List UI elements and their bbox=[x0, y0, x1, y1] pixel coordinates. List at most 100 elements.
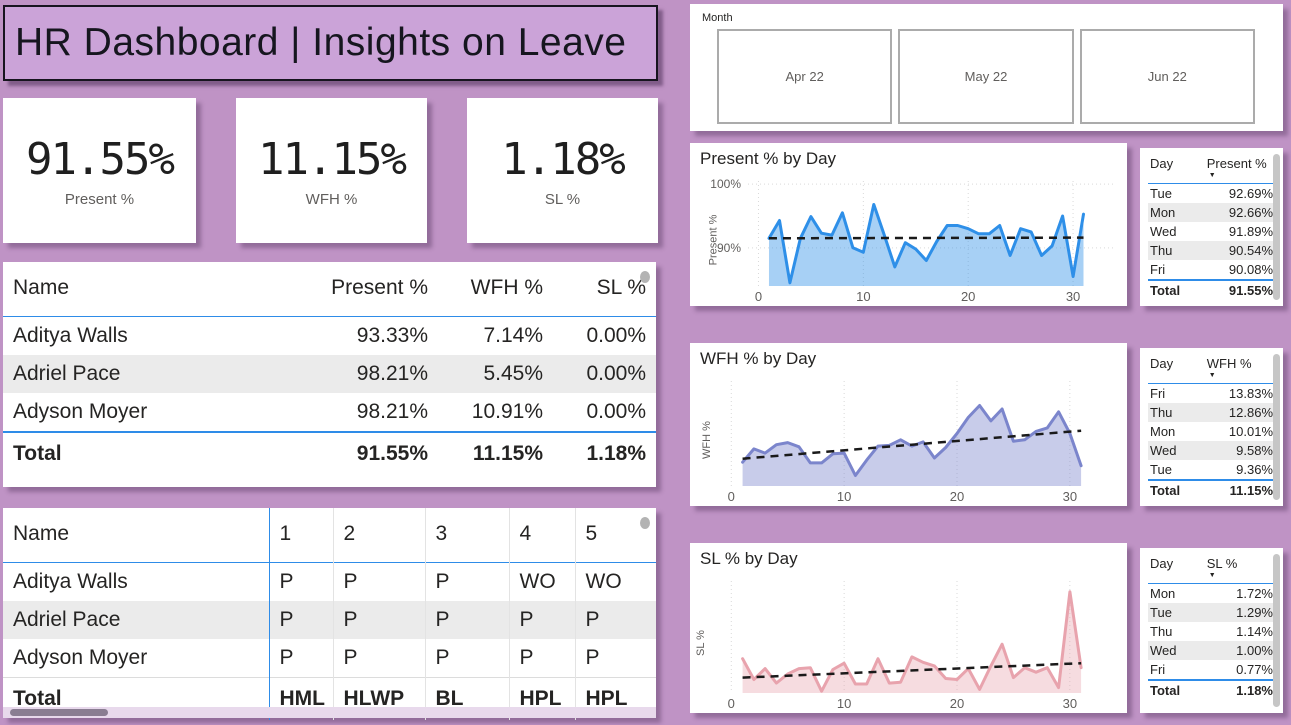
table-cell: 1.18% bbox=[1236, 683, 1273, 698]
table-row[interactable]: Adriel Pace 98.21% 5.45% 0.00% bbox=[3, 355, 656, 393]
table-header-row: Day Present % ▼ bbox=[1148, 154, 1277, 184]
column-header-name[interactable]: Name bbox=[13, 276, 70, 299]
table-row[interactable]: Wed 91.89% bbox=[1148, 222, 1277, 241]
table-cell: Total bbox=[1150, 283, 1181, 298]
metric-label: WFH % bbox=[1206, 356, 1252, 371]
wfh-by-day-chart-panel: WFH % by Day WFH % 0 10 20 30 bbox=[690, 343, 1127, 506]
column-header-metric[interactable]: SL % ▼ bbox=[1205, 554, 1277, 584]
summary-table: Name Present % WFH % SL % Aditya Walls 93… bbox=[3, 262, 656, 475]
trend-line bbox=[768, 236, 1084, 240]
sort-descending-icon[interactable]: ▼ bbox=[1208, 172, 1216, 179]
table-row[interactable]: Adyson Moyer P P P P P bbox=[3, 639, 656, 678]
table-cell: 13.83% bbox=[1228, 386, 1273, 401]
table-cell: Adyson Moyer bbox=[13, 400, 148, 423]
column-header-name[interactable]: Name bbox=[13, 522, 70, 545]
chart-title: Present % by Day bbox=[700, 149, 837, 168]
kpi-card-wfh: 11.15% WFH % bbox=[236, 98, 427, 243]
table-row[interactable]: Thu 90.54% bbox=[1148, 241, 1277, 260]
table-row[interactable]: Mon 10.01% bbox=[1148, 422, 1277, 441]
column-header-day2[interactable]: 2 bbox=[332, 508, 425, 563]
column-header-day4[interactable]: 4 bbox=[508, 508, 575, 563]
table-row[interactable]: Mon 1.72% bbox=[1148, 584, 1277, 604]
present-by-day-chart-panel: Present % by Day Present % 0 10 20 30 100% 90… bbox=[690, 143, 1127, 306]
sl-by-weekday-table: Day SL % ▼ Mon 1.72% Tue 1.29% Thu 1.14% Wed 1.0… bbox=[1148, 554, 1277, 700]
column-header-present[interactable]: Present % bbox=[331, 276, 428, 299]
column-header-sl[interactable]: SL % bbox=[596, 276, 646, 299]
column-header-metric[interactable]: WFH % ▼ bbox=[1205, 354, 1277, 384]
table-cell: 0.00% bbox=[586, 324, 646, 347]
horizontal-scrollbar-track[interactable] bbox=[3, 707, 656, 718]
kpi-label: SL % bbox=[544, 190, 581, 208]
sort-descending-icon[interactable]: ▼ bbox=[1208, 372, 1216, 379]
table-row[interactable]: Mon 92.66% bbox=[1148, 203, 1277, 222]
table-cell: P bbox=[574, 601, 656, 639]
slicer-option-apr22[interactable]: Apr 22 bbox=[717, 29, 893, 124]
table-row[interactable]: Aditya Walls P P P WO WO bbox=[3, 562, 656, 601]
table-row[interactable]: Fri 0.77% bbox=[1148, 660, 1277, 680]
sort-descending-icon[interactable]: ▼ bbox=[1208, 572, 1216, 579]
table-cell: Thu bbox=[1150, 243, 1173, 258]
table-row[interactable]: Thu 1.14% bbox=[1148, 622, 1277, 641]
column-header-day1[interactable]: 1 bbox=[268, 508, 333, 563]
sl-by-day-chart-panel: SL % by Day SL % 0 10 20 30 bbox=[690, 543, 1127, 713]
attendance-table-panel: Name 1 2 3 4 5 Aditya Walls P P P WO WO Adriel… bbox=[3, 508, 656, 720]
table-cell: 92.66% bbox=[1228, 205, 1273, 220]
table-row[interactable]: Adyson Moyer 98.21% 10.91% 0.00% bbox=[3, 393, 656, 432]
table-cell: Mon bbox=[1150, 424, 1176, 439]
table-row[interactable]: Tue 9.36% bbox=[1148, 460, 1277, 480]
vertical-scrollbar-thumb[interactable] bbox=[1273, 354, 1280, 500]
column-header-day3[interactable]: 3 bbox=[424, 508, 509, 563]
sl-area-chart[interactable]: 0 10 20 30 bbox=[690, 573, 1127, 713]
total-row: Total 11.15% bbox=[1148, 480, 1277, 500]
table-row[interactable]: Tue 92.69% bbox=[1148, 184, 1277, 204]
chart-area-fill bbox=[768, 204, 1084, 286]
table-row[interactable]: Thu 12.86% bbox=[1148, 403, 1277, 422]
table-row[interactable]: Adriel Pace P P P P P bbox=[3, 601, 656, 639]
table-row[interactable]: Aditya Walls 93.33% 7.14% 0.00% bbox=[3, 317, 656, 356]
table-cell: Total bbox=[13, 687, 62, 710]
page-title: HR Dashboard | Insights on Leave bbox=[15, 21, 627, 64]
column-header-metric[interactable]: Present % ▼ bbox=[1205, 154, 1277, 184]
vertical-scrollbar-thumb[interactable] bbox=[1273, 154, 1280, 300]
table-cell: Fri bbox=[1150, 262, 1166, 277]
vertical-scrollbar-thumb[interactable] bbox=[640, 517, 650, 529]
wfh-area-chart[interactable]: 0 10 20 30 bbox=[690, 373, 1127, 506]
table-row[interactable]: Wed 9.58% bbox=[1148, 441, 1277, 460]
present-area-chart[interactable]: 0 10 20 30 100% 90% bbox=[690, 173, 1127, 306]
kpi-value: 1.18% bbox=[501, 133, 625, 185]
horizontal-scrollbar-thumb[interactable] bbox=[10, 709, 108, 716]
chart-title: SL % by Day bbox=[700, 549, 798, 568]
table-cell: P bbox=[332, 562, 425, 601]
table-cell: 98.21% bbox=[356, 400, 428, 423]
slicer-option-may22[interactable]: May 22 bbox=[898, 29, 1074, 124]
table-cell: Wed bbox=[1150, 224, 1177, 239]
column-header-day[interactable]: Day bbox=[1150, 356, 1174, 371]
table-cell: Fri bbox=[1150, 662, 1166, 677]
summary-table-panel: Name Present % WFH % SL % Aditya Walls 93… bbox=[3, 262, 656, 487]
vertical-scrollbar-thumb[interactable] bbox=[640, 271, 650, 283]
table-cell: 90.54% bbox=[1228, 243, 1273, 258]
column-header-wfh[interactable]: WFH % bbox=[470, 276, 543, 299]
table-cell: Thu bbox=[1150, 624, 1173, 639]
vertical-scrollbar-thumb[interactable] bbox=[1273, 554, 1280, 707]
slicer-option-jun22[interactable]: Jun 22 bbox=[1079, 29, 1255, 124]
x-tick-label: 30 bbox=[1066, 289, 1080, 304]
column-header-day[interactable]: Day bbox=[1150, 556, 1174, 571]
table-cell: Tue bbox=[1150, 605, 1172, 620]
table-row[interactable]: Tue 1.29% bbox=[1148, 603, 1277, 622]
table-cell: 90.08% bbox=[1228, 262, 1273, 277]
table-row[interactable]: Wed 1.00% bbox=[1148, 641, 1277, 660]
column-header-day[interactable]: Day bbox=[1150, 156, 1174, 171]
table-row[interactable]: Fri 90.08% bbox=[1148, 260, 1277, 280]
table-row[interactable]: Fri 13.83% bbox=[1148, 384, 1277, 404]
table-cell: Aditya Walls bbox=[13, 570, 128, 593]
table-cell: 91.55% bbox=[356, 442, 428, 465]
table-cell: 0.77% bbox=[1236, 662, 1273, 677]
table-cell: P bbox=[332, 601, 425, 639]
chart-plot-area: WFH % 0 10 20 30 bbox=[690, 373, 1127, 506]
table-cell: 1.14% bbox=[1236, 624, 1273, 639]
present-by-weekday-table: Day Present % ▼ Tue 92.69% Mon 92.66% Wed 91.8… bbox=[1148, 154, 1277, 300]
chart-line bbox=[767, 203, 1085, 285]
total-row: Total 91.55% bbox=[1148, 280, 1277, 300]
table-cell: P bbox=[268, 639, 333, 678]
